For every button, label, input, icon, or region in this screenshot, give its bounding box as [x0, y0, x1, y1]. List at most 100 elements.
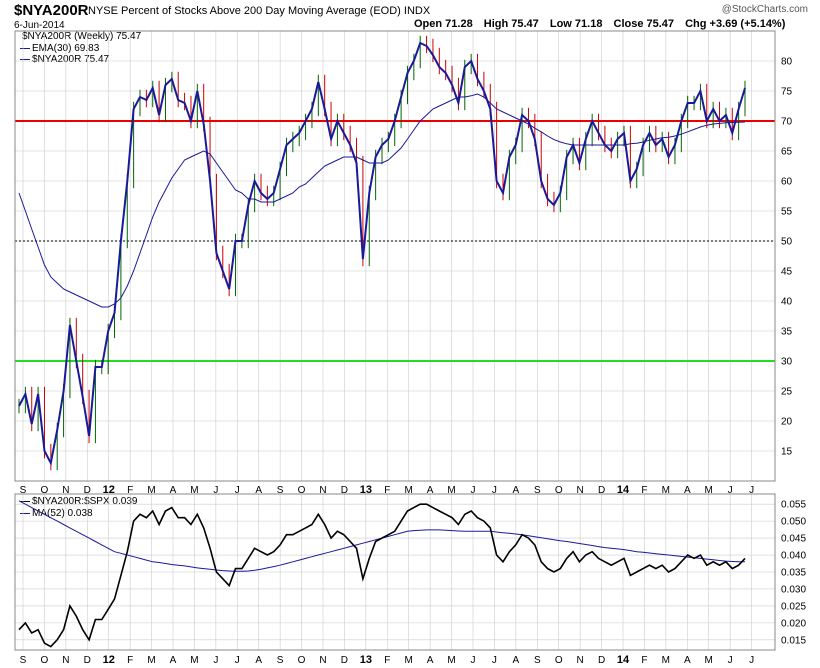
- legend-main-label: $NYA200R (Weekly) 75.47: [22, 31, 142, 42]
- main-y-tick-label: 15: [781, 447, 793, 458]
- chart-symbol: $NYA200R: [14, 2, 89, 19]
- legend-price: $NYA200R 75.47: [20, 54, 109, 65]
- main-x-tick-label: A: [684, 485, 691, 496]
- sub-x-tick-label: J: [728, 655, 733, 666]
- main-x-tick-label: J: [728, 485, 733, 496]
- main-x-tick-label: M: [705, 485, 713, 496]
- main-x-tick-label: A: [427, 485, 434, 496]
- sub-y-tick-label: 0.015: [781, 635, 806, 646]
- main-x-tick-label: N: [577, 485, 584, 496]
- sub-grid: [15, 494, 775, 650]
- sub-x-axis: S O N D 12 F M A M J J A S O N D 13 F M A M J J A S O N D 14 F M A M J J: [20, 654, 754, 666]
- main-x-tick-label: F: [384, 485, 390, 496]
- legend-main-title: $NYA200R (Weekly) 75.47: [20, 31, 141, 42]
- main-x-tick-label: M: [405, 485, 413, 496]
- sub-y-tick-label: 0.030: [781, 584, 806, 595]
- main-x-tick-label: J: [235, 485, 240, 496]
- main-y-tick-label: 65: [781, 147, 793, 158]
- sub-x-tick-label: A: [170, 655, 177, 666]
- legend-ma: MA(52) 0.038: [20, 508, 93, 519]
- sub-x-tick-label: D: [341, 655, 348, 666]
- sub-x-tick-label: J: [471, 655, 476, 666]
- main-x-tick-label: M: [147, 485, 155, 496]
- sub-x-tick-label: D: [598, 655, 605, 666]
- ma52-line: [18, 500, 745, 572]
- sub-x-tick-label: 13: [360, 654, 372, 666]
- sub-x-tick-label: M: [405, 655, 413, 666]
- sub-y-tick-label: 0.050: [781, 517, 806, 528]
- legend-ema-swatch: [20, 47, 30, 49]
- sub-series: [18, 500, 746, 648]
- low-value: Low 71.18: [549, 18, 603, 30]
- main-y-tick-label: 75: [781, 87, 793, 98]
- main-x-tick-label: D: [598, 485, 605, 496]
- main-x-tick-label: N: [62, 485, 69, 496]
- sub-x-tick-label: F: [127, 655, 133, 666]
- main-y-tick-label: 70: [781, 117, 793, 128]
- legend-price-swatch: [20, 58, 30, 60]
- main-y-tick-label: 25: [781, 387, 793, 398]
- sub-y-tick-label: 0.025: [781, 601, 806, 612]
- sub-x-tick-label: A: [255, 655, 262, 666]
- high-value: High 75.47: [483, 18, 539, 30]
- legend-ratio: $NYA200R:$SPX 0.039: [20, 496, 137, 507]
- sub-x-tick-label: N: [577, 655, 584, 666]
- legend-ma-swatch: [20, 512, 30, 514]
- main-y-tick-label: 60: [781, 177, 793, 188]
- main-x-tick-label: O: [555, 485, 563, 496]
- main-y-axis: 15 20 25 30 35 40 45 50 55 60 65 70 75 80: [781, 57, 793, 458]
- main-y-tick-label: 20: [781, 417, 793, 428]
- sub-x-tick-label: S: [20, 655, 27, 666]
- main-grid: [15, 31, 775, 481]
- main-y-tick-label: 55: [781, 207, 793, 218]
- sub-x-tick-label: A: [684, 655, 691, 666]
- chart-date: 6-Jun-2014: [14, 20, 65, 31]
- sub-x-tick-label: M: [190, 655, 198, 666]
- main-x-tick-label: D: [84, 485, 91, 496]
- sub-x-tick-label: D: [84, 655, 91, 666]
- sub-x-tick-label: J: [749, 655, 754, 666]
- main-x-tick-label: S: [20, 485, 27, 496]
- sub-x-tick-label: M: [662, 655, 670, 666]
- legend-price-label: $NYA200R 75.47: [32, 54, 110, 65]
- main-x-tick-label: D: [341, 485, 348, 496]
- sub-y-tick-label: 0.045: [781, 534, 806, 545]
- sub-x-tick-label: O: [298, 655, 306, 666]
- sub-panel-frame: [14, 493, 776, 651]
- main-x-tick-label: O: [298, 485, 306, 496]
- sub-x-tick-label: M: [705, 655, 713, 666]
- main-y-tick-label: 45: [781, 267, 793, 278]
- main-x-tick-label: S: [277, 485, 284, 496]
- sub-x-tick-label: 12: [103, 654, 115, 666]
- sub-x-tick-label: M: [447, 655, 455, 666]
- main-y-tick-label: 35: [781, 327, 793, 338]
- sub-x-tick-label: 14: [617, 654, 630, 666]
- main-x-tick-label: M: [662, 485, 670, 496]
- main-x-tick-label: F: [127, 485, 133, 496]
- sub-x-tick-label: F: [641, 655, 647, 666]
- sub-y-tick-label: 0.040: [781, 551, 806, 562]
- main-x-tick-label: 14: [617, 484, 630, 496]
- main-x-tick-label: S: [534, 485, 541, 496]
- main-x-tick-label: A: [255, 485, 262, 496]
- main-panel-frame: [14, 30, 776, 482]
- sub-x-tick-label: M: [147, 655, 155, 666]
- close-value: Close 75.47: [613, 18, 675, 30]
- main-ohlc-bars: [18, 35, 746, 471]
- stockcharts-logo[interactable]: @StockCharts.com: [721, 4, 808, 15]
- main-x-tick-label: N: [319, 485, 326, 496]
- main-x-tick-label: A: [170, 485, 177, 496]
- sub-x-tick-label: F: [384, 655, 390, 666]
- main-x-tick-label: F: [641, 485, 647, 496]
- open-value: Open 71.28: [414, 18, 473, 30]
- main-x-tick-label: J: [492, 485, 497, 496]
- legend-ma-label: MA(52) 0.038: [32, 508, 93, 519]
- ema30-line: [18, 93, 746, 308]
- sub-x-tick-label: N: [62, 655, 69, 666]
- main-x-tick-label: J: [471, 485, 476, 496]
- sub-x-tick-label: O: [555, 655, 563, 666]
- sub-x-tick-label: O: [41, 655, 49, 666]
- sub-y-tick-label: 0.055: [781, 500, 806, 511]
- sub-x-tick-label: A: [427, 655, 434, 666]
